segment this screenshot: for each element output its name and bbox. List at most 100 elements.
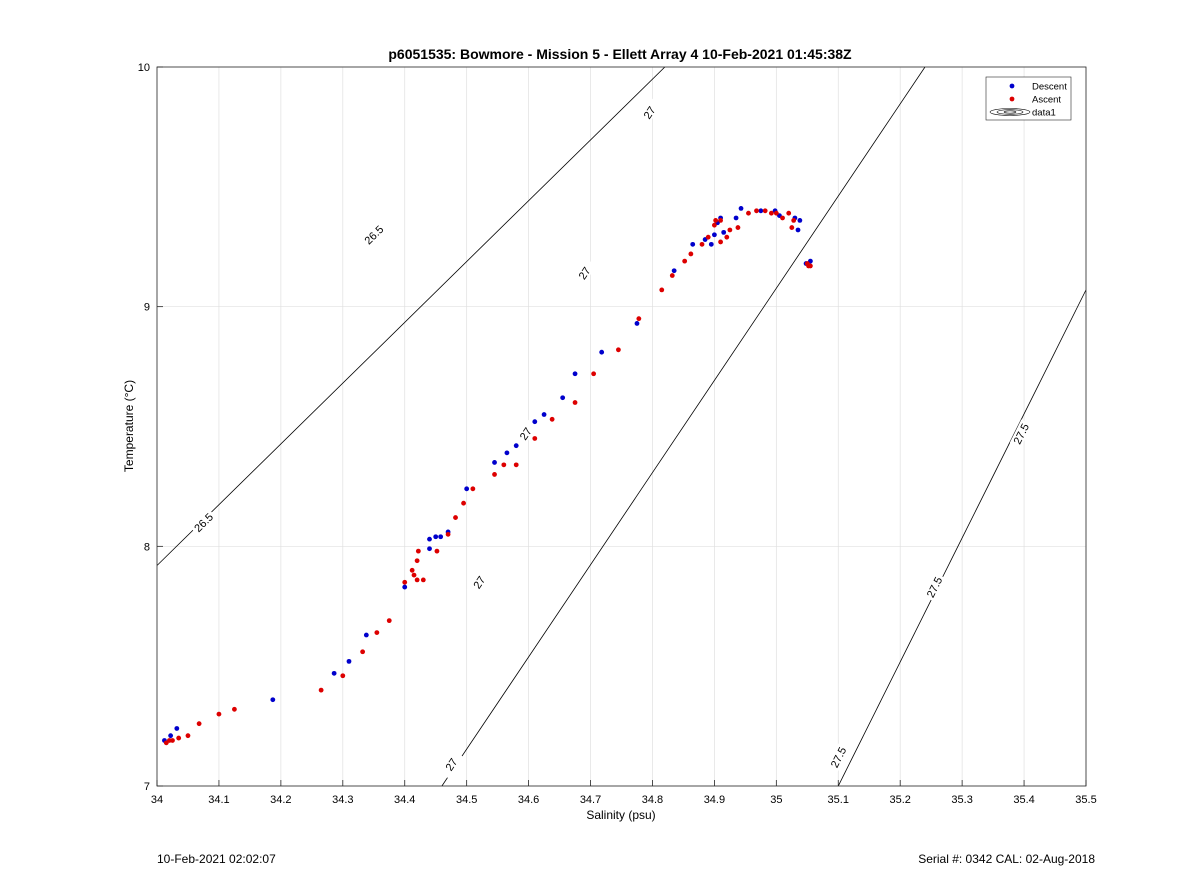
ascent-point xyxy=(170,738,175,743)
ascent-point xyxy=(415,548,421,554)
descent-point xyxy=(712,232,717,238)
contour-label-bg xyxy=(572,258,597,288)
descent-point xyxy=(513,443,519,449)
ascent-point xyxy=(724,234,730,240)
descent-point xyxy=(721,229,727,235)
descent-point xyxy=(331,670,337,676)
descent-point xyxy=(464,486,470,492)
contour-label-bg xyxy=(360,221,388,249)
descent-point xyxy=(433,534,439,540)
ascent-point xyxy=(718,239,723,245)
ascent-point xyxy=(616,347,621,353)
ascent-point xyxy=(754,208,759,214)
contour-label-27: 27 xyxy=(471,574,488,591)
footer-serial-info: Serial #: 0342 CAL: 02-Aug-2018 xyxy=(918,852,1095,866)
ascent-point xyxy=(669,273,675,278)
descent-point xyxy=(532,419,538,425)
legend-data1-label: data1 xyxy=(1032,108,1056,119)
descent-point xyxy=(572,371,578,377)
ascent-point xyxy=(232,706,237,712)
ascent-point xyxy=(318,687,324,693)
ascent-point xyxy=(705,234,711,240)
ascent-point xyxy=(807,263,813,269)
contour-label-27: 27 xyxy=(577,265,594,282)
ascent-point xyxy=(762,208,768,214)
x-tick-label: 35 xyxy=(770,794,782,806)
descent-point xyxy=(690,241,696,247)
axis-ticks: 34 34.1 34.2 34.3 34.4 34.5 34.6 34.7 34.8 34.9 35… xyxy=(138,62,1097,806)
ascent-point xyxy=(420,577,426,583)
x-tick-label: 34.8 xyxy=(642,794,663,806)
contour-label-27: 27 xyxy=(518,426,535,443)
descent-point xyxy=(363,632,369,638)
descent-point xyxy=(541,412,547,417)
x-tick-label: 34.9 xyxy=(704,794,725,806)
footer-timestamp: 10-Feb-2021 02:02:07 xyxy=(157,852,276,866)
contour-label-bg xyxy=(827,742,850,772)
ascent-point xyxy=(185,733,191,739)
ascent-point xyxy=(409,567,415,573)
contour-label-bg xyxy=(466,568,492,597)
x-tick-label: 35.2 xyxy=(889,794,910,806)
x-tick-label: 34.6 xyxy=(518,794,539,806)
ascent-point xyxy=(411,572,417,578)
contour-label-bg xyxy=(1009,419,1033,449)
x-tick-label: 35.4 xyxy=(1013,794,1034,806)
ascent-point xyxy=(780,215,785,221)
x-tick-label: 34.3 xyxy=(332,794,353,806)
ascent-point xyxy=(712,222,717,228)
ascent-point xyxy=(768,210,774,216)
ascent-point xyxy=(713,217,719,223)
descent-point xyxy=(427,536,432,542)
descent-point xyxy=(733,215,739,221)
descent-point xyxy=(346,658,352,664)
ascent-point xyxy=(773,210,779,216)
ascent-point xyxy=(688,251,694,257)
x-tick-label: 34.7 xyxy=(580,794,601,806)
descent-point xyxy=(270,697,276,703)
legend-contour-icon xyxy=(989,108,1031,116)
ascent-point xyxy=(216,711,222,717)
ascent-point xyxy=(791,217,797,223)
ascent-point xyxy=(386,618,392,624)
legend-descent-marker xyxy=(1009,83,1015,89)
ascent-point xyxy=(445,531,451,537)
legend-ascent-marker xyxy=(1009,96,1015,102)
ascent-point xyxy=(196,721,202,727)
ascent-point xyxy=(461,500,466,506)
descent-point xyxy=(438,534,444,540)
ascent-point xyxy=(414,577,420,583)
x-tick-label: 34.1 xyxy=(208,794,229,806)
descent-point xyxy=(599,349,605,355)
ascent-point xyxy=(513,462,519,468)
descent-point xyxy=(504,450,510,456)
descent-point xyxy=(738,206,744,211)
x-tick-label: 34 xyxy=(151,794,163,806)
ascent-point xyxy=(501,462,507,468)
descent-point xyxy=(174,726,180,731)
legend-box xyxy=(985,76,1072,121)
legend-ascent-label: Ascent xyxy=(1032,95,1061,106)
x-axis-label: Salinity (psu) xyxy=(586,808,655,822)
chart-title: p6051535: Bowmore - Mission 5 - Ellett A… xyxy=(388,46,852,62)
descent-point xyxy=(708,241,714,247)
legend-descent-label: Descent xyxy=(1032,82,1067,93)
ascent-point xyxy=(636,316,642,322)
plot-area-border xyxy=(156,66,1087,787)
descent-point xyxy=(671,268,677,274)
ascent-point xyxy=(789,225,795,230)
ascent-point xyxy=(699,241,705,247)
ascent-point xyxy=(492,472,497,477)
ascent-point xyxy=(470,486,476,492)
ascent-point xyxy=(434,548,440,554)
ascent-point xyxy=(549,416,555,422)
descent-point xyxy=(492,460,497,465)
ascent-point xyxy=(591,371,597,377)
ascent-point xyxy=(786,210,792,216)
ascent-point xyxy=(572,400,578,405)
ascent-point xyxy=(453,515,458,520)
ascent-point xyxy=(402,579,408,585)
contour-label-bg xyxy=(923,572,946,602)
